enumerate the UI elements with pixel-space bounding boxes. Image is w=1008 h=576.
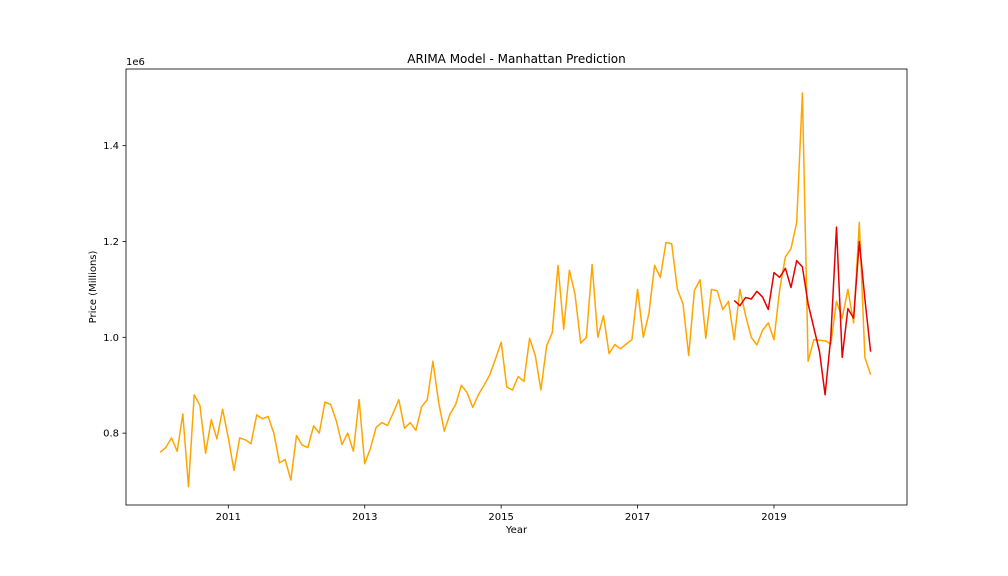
y-tick-label: 0.8	[103, 429, 119, 440]
y-axis-ticks: 0.8 1.0 1.2 1.4	[103, 141, 126, 440]
plot-area	[126, 69, 907, 505]
plot-frame	[125, 68, 908, 506]
y-axis-label: Price (Millions)	[88, 251, 99, 324]
x-tick-label: 2019	[761, 512, 786, 523]
x-tick-label: 2017	[625, 512, 650, 523]
y-tick-label: 1.2	[103, 237, 119, 248]
chart-title: ARIMA Model - Manhattan Prediction	[407, 52, 626, 66]
x-tick-label: 2013	[352, 512, 377, 523]
x-axis-ticks: 2011 2013 2015 2017 2019	[216, 505, 787, 523]
y-tick-label: 1.4	[103, 141, 119, 152]
series-line-actual	[159, 92, 872, 488]
x-tick-label: 2011	[216, 512, 241, 523]
series-layer	[159, 92, 872, 488]
series-line-predicted	[733, 226, 872, 396]
x-axis-label: Year	[505, 525, 528, 536]
y-axis-offset-text: 1e6	[126, 57, 145, 68]
y-tick-label: 1.0	[103, 333, 119, 344]
x-tick-label: 2015	[488, 512, 513, 523]
